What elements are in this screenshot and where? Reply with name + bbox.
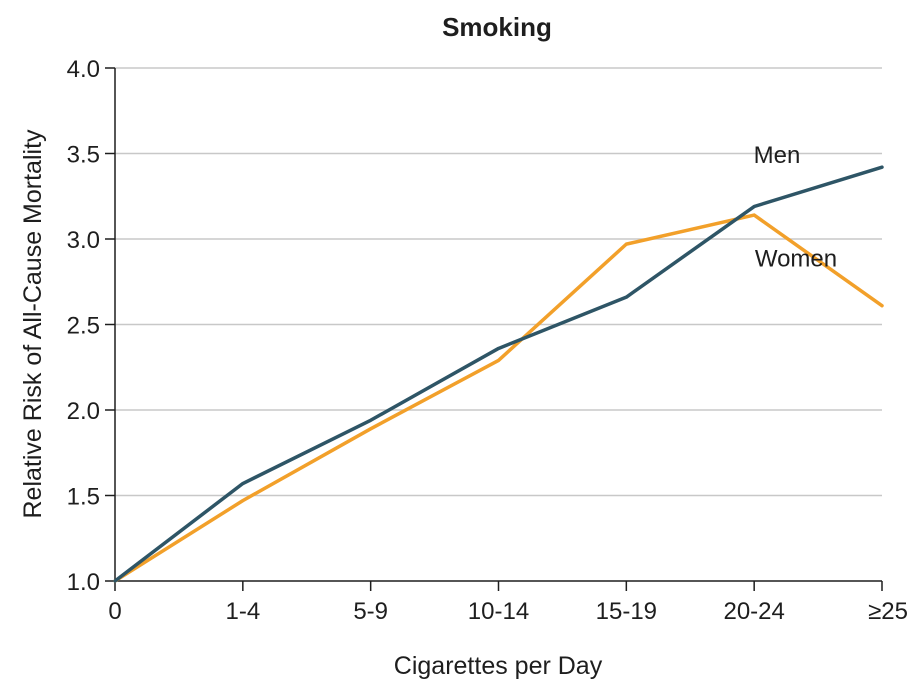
x-tick-label: 1-4 — [225, 598, 260, 625]
x-tick-label: 0 — [108, 598, 121, 625]
y-tick-label: 4.0 — [67, 56, 100, 83]
chart-title: Smoking — [442, 12, 552, 42]
x-tick-label: ≥25 — [868, 598, 908, 625]
series-line-men — [113, 165, 884, 583]
x-tick-label: 20-24 — [723, 598, 784, 625]
y-tick-label: 3.0 — [67, 227, 100, 254]
x-tick-label: 15-19 — [596, 598, 657, 625]
x-tick-label: 10-14 — [468, 598, 529, 625]
gridlines — [115, 67, 882, 497]
y-tick-label: 1.5 — [67, 484, 100, 511]
series-labels: Men Women — [754, 142, 837, 272]
y-tick-label: 2.0 — [67, 398, 100, 425]
axes: 1.0 1.5 2.0 2.5 3.0 3.5 4.0 0 1-4 5-9 10-14 15-19 20… — [67, 56, 908, 625]
series-line-women — [113, 213, 884, 583]
series-label-men: Men — [754, 142, 801, 169]
series-lines — [113, 165, 884, 583]
x-tick-label: 5-9 — [353, 598, 388, 625]
y-axis-label: Relative Risk of All-Cause Mortality — [19, 129, 47, 519]
series-label-women: Women — [755, 245, 837, 272]
y-tick-label: 2.5 — [67, 313, 100, 340]
y-tick-label: 1.0 — [67, 569, 100, 596]
x-axis-label: Cigarettes per Day — [394, 652, 603, 680]
y-tick-label: 3.5 — [67, 142, 100, 169]
